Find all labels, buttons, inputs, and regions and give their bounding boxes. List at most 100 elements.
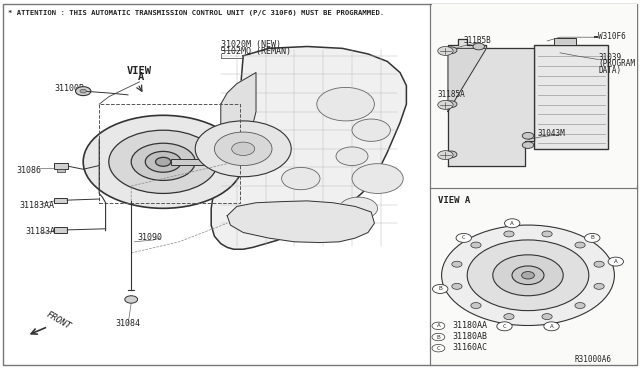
Text: B: B [590,235,594,240]
Circle shape [145,151,181,172]
Polygon shape [211,46,406,249]
Bar [534,45,608,149]
Text: A: A [436,323,440,328]
Circle shape [432,333,445,341]
Text: 31183AA: 31183AA [19,201,54,210]
Circle shape [584,234,600,243]
Bar [171,159,209,165]
Polygon shape [448,48,486,112]
Bar [432,4,637,186]
Text: R31000A6: R31000A6 [574,355,611,363]
Circle shape [575,302,585,308]
Text: 3102MQ (REMAN): 3102MQ (REMAN) [221,47,291,56]
Circle shape [456,234,472,243]
Text: C: C [502,324,506,329]
Polygon shape [221,73,256,136]
Circle shape [438,46,453,55]
Text: 31043M: 31043M [538,129,565,138]
Text: 31039: 31039 [598,52,621,61]
Circle shape [512,266,544,285]
Circle shape [80,89,86,93]
Text: C: C [436,346,440,351]
Circle shape [542,314,552,320]
Circle shape [282,167,320,190]
Text: 31180AA: 31180AA [452,321,488,330]
Circle shape [432,322,445,330]
Circle shape [352,164,403,193]
Circle shape [445,101,457,108]
Circle shape [304,206,336,225]
Circle shape [471,242,481,248]
Circle shape [445,47,457,54]
Circle shape [467,240,589,311]
Circle shape [522,132,534,139]
Circle shape [83,115,243,208]
Text: A: A [614,259,618,264]
Text: A: A [550,324,554,329]
Circle shape [442,225,614,326]
Circle shape [544,322,559,331]
Bar [54,163,68,169]
Circle shape [504,314,514,320]
Text: 31086: 31086 [16,166,41,175]
Text: (PROGRAM: (PROGRAM [598,59,636,68]
Text: 31084: 31084 [115,318,140,327]
Circle shape [452,261,462,267]
Circle shape [317,87,374,121]
Circle shape [471,302,481,308]
Circle shape [594,283,604,289]
Bar [432,190,637,364]
Polygon shape [448,39,534,166]
Text: 31183A: 31183A [26,227,56,236]
Circle shape [473,43,484,50]
Bar [594,36,598,38]
Text: VIEW: VIEW [127,66,152,76]
Bar [57,169,65,172]
Text: 31185A: 31185A [437,90,465,99]
Text: 311B5B: 311B5B [464,36,492,45]
Circle shape [131,143,195,180]
Circle shape [433,285,448,294]
Circle shape [214,132,272,166]
Bar [99,104,240,203]
Circle shape [504,219,520,228]
Circle shape [336,147,368,166]
Circle shape [156,157,171,166]
Circle shape [339,197,378,219]
Circle shape [232,142,255,155]
Circle shape [522,272,534,279]
Circle shape [195,121,291,177]
Bar [54,198,67,203]
Text: W310F6: W310F6 [598,32,626,41]
Circle shape [575,242,585,248]
Text: A: A [138,72,145,82]
Circle shape [76,87,91,96]
Circle shape [542,231,552,237]
Circle shape [522,142,534,148]
Text: 31090: 31090 [138,233,163,242]
Text: 31180AB: 31180AB [452,332,488,341]
Circle shape [594,261,604,267]
Circle shape [497,322,512,331]
Text: FRONT: FRONT [45,310,72,331]
Circle shape [109,130,218,193]
Text: A: A [510,221,514,226]
Circle shape [352,119,390,141]
Circle shape [125,296,138,303]
Polygon shape [227,201,374,243]
Text: 31100B: 31100B [54,84,84,93]
Circle shape [504,231,514,237]
Circle shape [608,257,623,266]
Circle shape [432,344,445,352]
Bar [554,38,576,45]
Text: 31020M (NEW): 31020M (NEW) [221,39,281,48]
Text: * ATTENTION : THIS AUTOMATIC TRANSMISSION CONTROL UNIT (P/C 310F6) MUST BE PROGR: * ATTENTION : THIS AUTOMATIC TRANSMISSIO… [8,10,384,16]
Circle shape [445,151,457,158]
Text: DATA): DATA) [598,66,621,75]
Text: VIEW A: VIEW A [438,196,470,205]
Circle shape [438,151,453,160]
Circle shape [438,100,453,109]
Circle shape [493,255,563,296]
Text: B: B [438,286,442,291]
Text: C: C [462,235,466,240]
